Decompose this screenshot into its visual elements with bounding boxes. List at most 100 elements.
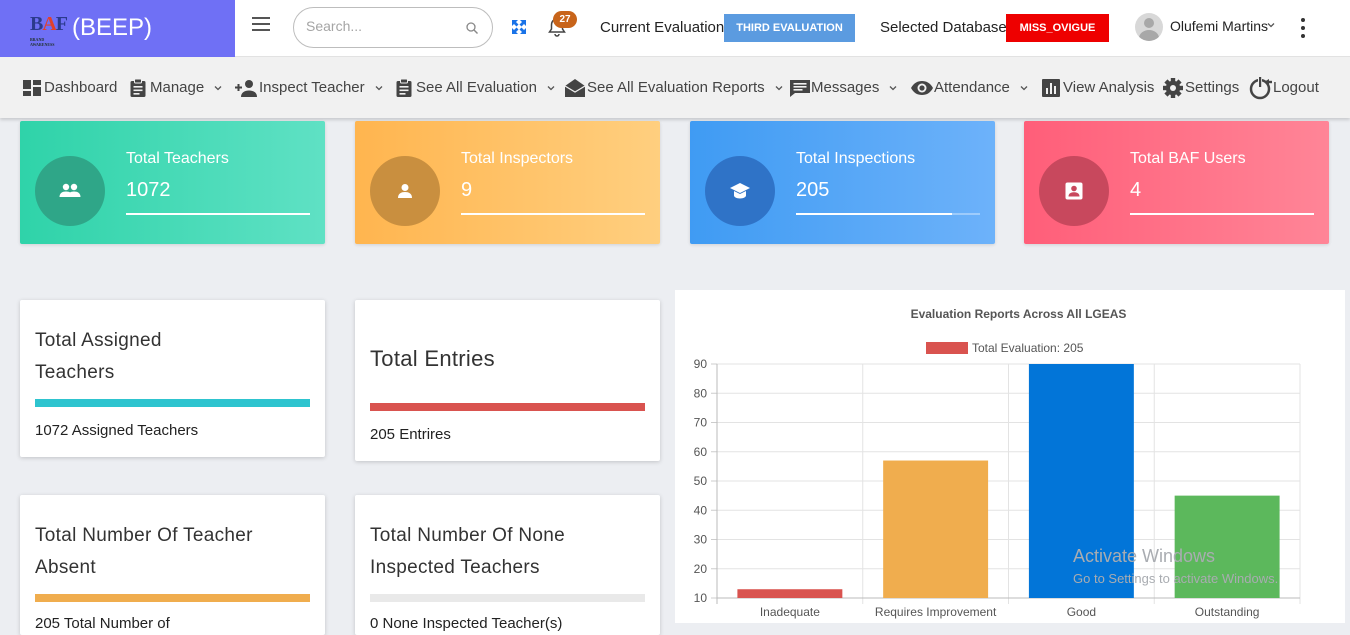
stat-progress: [461, 213, 645, 215]
chevron-down-icon: [547, 85, 555, 90]
users-icon: [35, 156, 105, 226]
notification-badge[interactable]: 27: [553, 11, 577, 28]
nav-logout[interactable]: Logout: [1249, 57, 1319, 118]
y-tick-label: 30: [694, 533, 708, 547]
y-tick-label: 90: [694, 357, 708, 371]
nav-view-analysis-label: View Analysis: [1063, 79, 1155, 96]
y-tick-label: 80: [694, 386, 708, 400]
nav-see-all-evaluation[interactable]: See All Evaluation: [394, 57, 556, 118]
stat-card-total-inspections: Total Inspections 205: [690, 121, 995, 244]
chevron-down-icon: [375, 85, 383, 90]
chart-title: Evaluation Reports Across All LGEAS: [911, 307, 1127, 321]
envelope-open-icon: [564, 78, 586, 97]
nav-attendance-label: Attendance: [934, 79, 1010, 96]
y-tick-label: 50: [694, 474, 708, 488]
gear-icon: [1163, 77, 1183, 98]
nav-see-all-reports-label: See All Evaluation Reports: [587, 79, 765, 96]
card-subtitle: 205 Entrires: [370, 426, 451, 443]
menu-toggle-icon[interactable]: [252, 17, 270, 31]
bar-requires-improvement: [883, 460, 989, 598]
nav-inspect-teacher[interactable]: Inspect Teacher: [235, 57, 384, 118]
stat-value: 4: [1130, 179, 1142, 201]
stat-progress: [796, 213, 980, 215]
stat-progress: [126, 213, 310, 215]
legend-swatch: [926, 342, 968, 354]
search-box: [293, 7, 493, 48]
stat-card-total-baf-users: Total BAF Users 4: [1024, 121, 1329, 244]
nav-attendance[interactable]: Attendance: [910, 57, 1029, 118]
x-tick-label: Good: [1067, 605, 1096, 619]
nav-settings[interactable]: Settings: [1162, 57, 1239, 118]
dashboard-icon: [23, 79, 41, 96]
main-nav: Dashboard Manage Inspect Teacher See All…: [0, 57, 1350, 118]
search-icon[interactable]: [465, 21, 479, 35]
brand-header[interactable]: BAF BRAND AWARENESS (BEEP): [0, 0, 235, 57]
card-progress-bar: [35, 399, 310, 407]
card-title: Total Assigned Teachers: [35, 330, 162, 383]
clipboard-icon: [130, 78, 146, 97]
app-name: (BEEP): [72, 14, 153, 41]
nav-messages-label: Messages: [811, 79, 880, 96]
chevron-down-icon: [889, 85, 897, 90]
y-tick-label: 20: [694, 562, 708, 576]
stat-label: Total Inspections: [796, 150, 916, 167]
contact-card-icon: [1039, 156, 1109, 226]
search-input[interactable]: [306, 18, 456, 34]
bar-chart-icon: [1042, 78, 1060, 97]
nav-see-all-evaluation-label: See All Evaluation: [416, 79, 537, 96]
card-progress-bar: [370, 594, 645, 602]
selected-database-button[interactable]: MISS_OVIGUE: [1006, 14, 1109, 42]
card-subtitle: 205 Total Number of: [35, 615, 170, 632]
chevron-down-icon: [214, 85, 222, 90]
x-tick-label: Inadequate: [760, 605, 820, 619]
stat-label: Total BAF Users: [1130, 150, 1246, 167]
nav-logout-label: Logout: [1273, 79, 1319, 96]
nav-manage[interactable]: Manage: [128, 57, 223, 118]
card-total-none-inspected: Total Number Of None Inspected Teachers 0…: [355, 495, 660, 635]
card-total-entries: Total Entries 205 Entrires: [355, 300, 660, 461]
user-name[interactable]: Olufemi Martins: [1170, 18, 1269, 34]
nav-dashboard[interactable]: Dashboard: [22, 57, 117, 118]
stat-label: Total Inspectors: [461, 150, 574, 167]
eye-icon: [911, 80, 933, 95]
nav-inspect-teacher-label: Inspect Teacher: [259, 79, 365, 96]
message-icon: [790, 79, 810, 97]
card-title: Total Number Of Teacher Absent: [35, 525, 253, 578]
nav-view-analysis[interactable]: View Analysis: [1041, 57, 1154, 118]
chevron-down-icon: [1020, 85, 1028, 90]
more-options-icon[interactable]: [1300, 18, 1305, 38]
chevron-down-icon[interactable]: [1266, 20, 1276, 30]
nav-dashboard-label: Dashboard: [44, 79, 118, 96]
fullscreen-icon[interactable]: [511, 19, 527, 35]
add-user-icon: [235, 79, 257, 97]
card-title: Total Entries: [370, 346, 495, 371]
y-tick-label: 40: [694, 503, 708, 517]
stat-value: 205: [796, 179, 830, 201]
stat-card-total-teachers: Total Teachers 1072: [20, 121, 325, 244]
bar-good: [1028, 364, 1134, 598]
card-total-teacher-absent: Total Number Of Teacher Absent 205 Total …: [20, 495, 325, 635]
card-title: Total Number Of None Inspected Teachers: [370, 525, 566, 578]
card-progress-bar: [370, 403, 645, 411]
y-tick-label: 60: [694, 445, 708, 459]
selected-database-label: Selected Database:: [880, 19, 1011, 36]
logout-icon: [1249, 76, 1272, 99]
current-evaluation-label: Current Evaluation:: [600, 19, 729, 36]
legend-label: Total Evaluation: 205: [972, 341, 1084, 355]
clipboard-icon: [396, 78, 412, 97]
stat-value: 9: [461, 179, 473, 201]
x-tick-label: Requires Improvement: [875, 605, 997, 619]
graduation-cap-icon: [705, 156, 775, 226]
bar-outstanding: [1174, 495, 1280, 598]
chevron-down-icon: [775, 85, 783, 90]
card-subtitle: 1072 Assigned Teachers: [35, 422, 199, 439]
current-evaluation-button[interactable]: THIRD EVALUATION: [724, 14, 855, 42]
nav-see-all-reports[interactable]: See All Evaluation Reports: [564, 57, 784, 118]
bar-inadequate: [737, 589, 843, 598]
nav-manage-label: Manage: [150, 79, 205, 96]
card-total-assigned-teachers: Total Assigned Teachers 1072 Assigned Tea…: [20, 300, 325, 457]
evaluation-bar-chart: Evaluation Reports Across All LGEAS Total…: [694, 307, 1301, 619]
card-progress-bar: [35, 594, 310, 602]
avatar[interactable]: [1135, 13, 1163, 41]
nav-messages[interactable]: Messages: [789, 57, 898, 118]
